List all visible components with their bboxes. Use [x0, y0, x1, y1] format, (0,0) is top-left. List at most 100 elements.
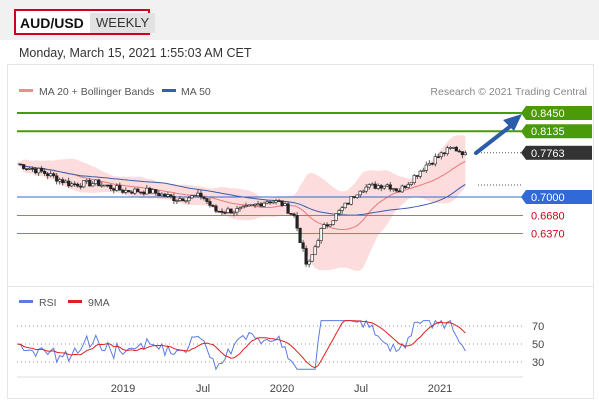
candle-body [43, 170, 47, 174]
candle-body [316, 240, 320, 248]
candle-body [97, 179, 101, 187]
candle-body [229, 208, 233, 214]
candle-body [217, 210, 221, 213]
candle-body [358, 190, 362, 196]
candle-body [460, 151, 464, 156]
price-panel [7, 64, 594, 287]
candle-body [412, 175, 416, 184]
candle-body [40, 167, 44, 172]
candle-body [271, 201, 275, 204]
candle-body [28, 168, 32, 170]
period-label[interactable]: WEEKLY [90, 13, 156, 33]
candle-body [136, 188, 140, 193]
candle-body [397, 190, 401, 193]
x-tick-label: Jul [354, 383, 368, 395]
resistance-label-pointer [521, 106, 526, 121]
forecast-arrow [474, 114, 522, 155]
candle-body [37, 167, 41, 174]
candle-body [424, 164, 428, 171]
candle-body [109, 184, 113, 189]
candle-body [391, 188, 395, 190]
candle-body [454, 146, 458, 152]
candle-body [67, 180, 71, 187]
candle-body [106, 184, 110, 187]
symbol-selector[interactable]: AUD/USD WEEKLY [14, 9, 156, 35]
candle-body [409, 182, 413, 185]
candle-body [382, 185, 386, 189]
candle-body [142, 191, 146, 195]
candle-body [289, 213, 293, 215]
candle-body [277, 200, 281, 202]
rsi-lines [17, 319, 466, 371]
candle-body [262, 202, 266, 207]
candle-body [127, 190, 131, 193]
candle-body [121, 189, 125, 193]
candle-body [346, 202, 350, 205]
candle-body [445, 147, 449, 155]
rsi-tick-50: 50 [532, 339, 544, 351]
candle-body [232, 211, 236, 214]
bollinger-band-area [17, 135, 466, 272]
candle-body [199, 192, 203, 198]
candle-body [280, 200, 284, 206]
candle-body [160, 193, 164, 197]
candle-body [241, 206, 245, 209]
candle-body [355, 194, 359, 198]
candle-body [265, 201, 269, 204]
candle-body [304, 248, 308, 265]
candle-body [367, 184, 371, 188]
candle-body [385, 184, 389, 187]
candle-body [238, 207, 242, 210]
resistance-label-box [526, 106, 592, 121]
candle-body [361, 190, 365, 193]
candle-body [283, 203, 287, 206]
candle-body [193, 195, 197, 197]
header-bar: AUD/USD WEEKLY [0, 0, 599, 40]
candle-body [124, 190, 128, 193]
ma50-legend-label: MA 50 [181, 86, 211, 98]
candle-body [325, 224, 329, 227]
bollinger-band [17, 135, 466, 272]
candle-body [34, 168, 38, 174]
ma20-line [17, 160, 466, 230]
rsi-ma-legend-swatch [68, 300, 82, 303]
rsi-tick-30: 30 [532, 357, 544, 369]
ma20-legend-label: MA 20 + Bollinger Bands [39, 86, 154, 98]
x-tick-label: Jul [196, 383, 210, 395]
candle-body [352, 196, 356, 198]
rsi-grid: 70 50 30 [17, 321, 544, 369]
candle-body [394, 188, 398, 192]
candle-body [76, 183, 80, 187]
candle-body [91, 183, 95, 187]
candle-body [25, 168, 29, 170]
candle-body [364, 186, 368, 192]
candle-body [118, 185, 122, 191]
candle-body [334, 213, 338, 221]
candle-body [247, 204, 251, 207]
rsi-legend-swatch [19, 300, 33, 303]
candle-body [73, 183, 77, 186]
candle-body [310, 254, 314, 262]
candle-body [319, 228, 323, 241]
candle-body [58, 179, 62, 182]
candle-body [403, 185, 407, 188]
candle-body [433, 156, 437, 165]
candle-body [100, 184, 104, 187]
x-tick-label: 2019 [111, 383, 135, 395]
candle-body [103, 184, 107, 187]
ma20-legend-swatch [19, 89, 33, 92]
candle-body [145, 187, 149, 195]
candle-body [286, 203, 290, 214]
candle-body [340, 207, 344, 211]
candle-body [85, 179, 89, 182]
candle-body [49, 173, 53, 177]
candle-body [61, 179, 65, 184]
candlesticks [19, 145, 467, 268]
resistance-label-pointer [521, 124, 526, 139]
candle-body [205, 198, 209, 202]
candle-body [328, 224, 332, 227]
candle-body [439, 152, 443, 158]
candle-body [253, 203, 257, 206]
rsi-ma-line [17, 320, 466, 369]
candle-body [55, 175, 59, 182]
